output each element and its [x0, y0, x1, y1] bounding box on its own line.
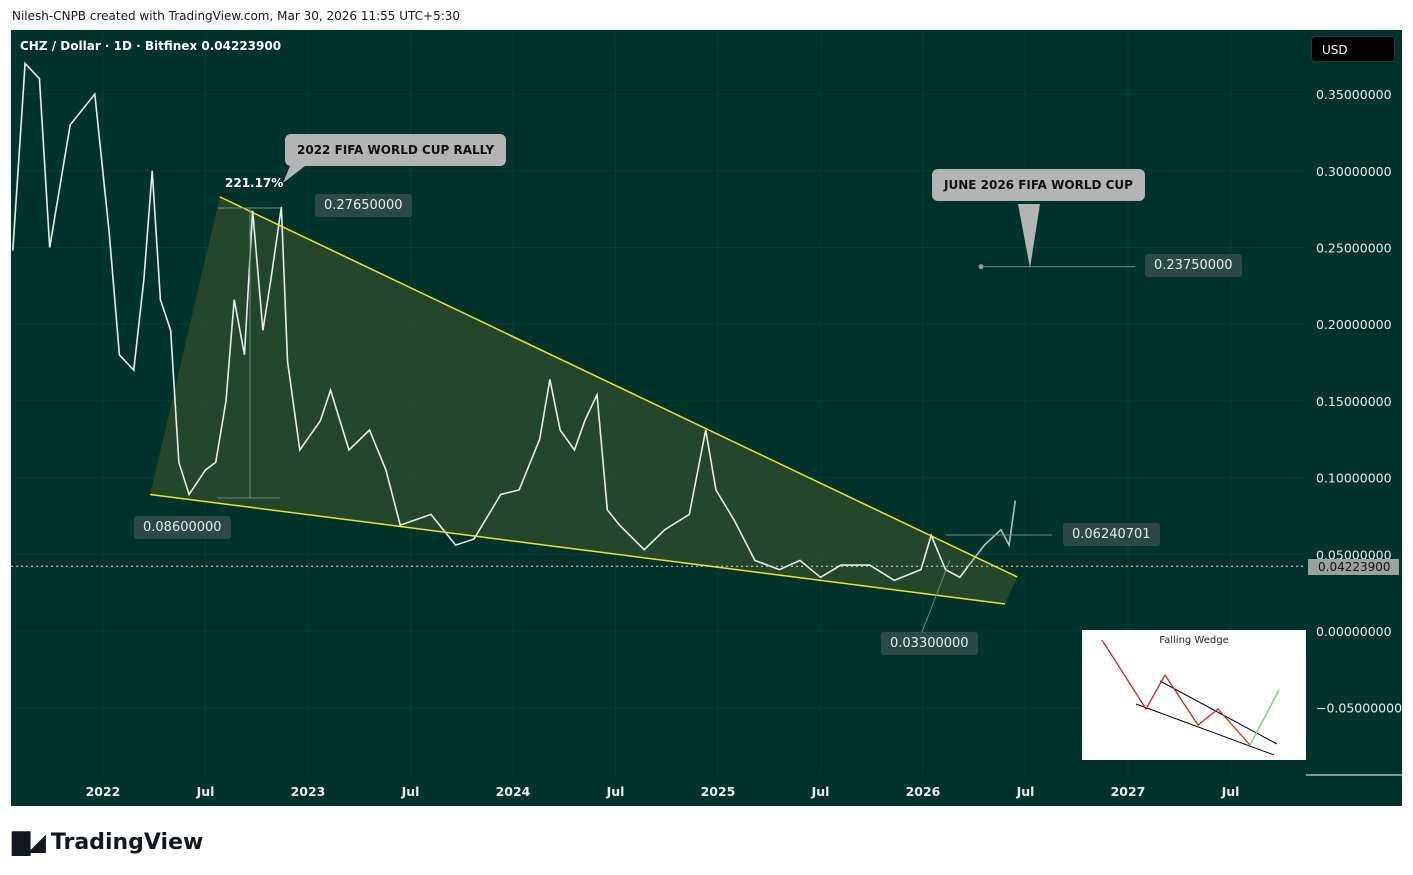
tradingview-logo-icon: ▇◢ — [12, 828, 46, 856]
callout-pointer-2026 — [1018, 204, 1040, 268]
inset-price-path — [1101, 639, 1251, 746]
x-tick-label: 2024 — [496, 784, 531, 799]
projection-line — [967, 500, 1017, 567]
y-tick-label: 0.15000000 — [1316, 394, 1392, 409]
callout-pointer-2022 — [283, 166, 305, 183]
callout-2026-world-cup: JUNE 2026 FIFA WORLD CUP — [932, 169, 1145, 201]
y-tick-label: 0.35000000 — [1316, 87, 1392, 102]
y-tick-label: 0.25000000 — [1316, 241, 1392, 256]
inset-lower-line — [1135, 703, 1275, 756]
price-label-target: 0.23750000 — [1145, 254, 1242, 277]
y-tick-label: 0.20000000 — [1316, 317, 1392, 332]
x-tick-label: 2023 — [291, 784, 326, 799]
price-label-high-2022: 0.27650000 — [315, 194, 412, 217]
wedge-upper-trendline — [219, 196, 1018, 578]
wedge-lower-trendline — [150, 493, 1006, 605]
price-label-low-2022: 0.08600000 — [134, 516, 231, 539]
x-tick-label: Jul — [1221, 784, 1240, 799]
percent-change-label: 221.17% — [225, 176, 284, 190]
inset-upper-line — [1159, 680, 1278, 745]
tradingview-logo[interactable]: ▇◢ TradingView — [12, 828, 203, 856]
inset-title: Falling Wedge — [1159, 635, 1229, 646]
symbol-info: CHZ / Dollar · 1D · Bitfinex 0.04223900 — [20, 39, 282, 53]
x-tick-label: Jul — [1016, 784, 1035, 799]
y-tick-label: 0.30000000 — [1316, 164, 1392, 179]
inset-breakout-arrow — [1249, 689, 1280, 746]
currency-selector[interactable]: USD — [1311, 36, 1395, 62]
target-point — [978, 264, 984, 270]
x-tick-label: 2027 — [1111, 784, 1146, 799]
x-tick-label: 2026 — [906, 784, 941, 799]
x-tick-label: Jul — [811, 784, 830, 799]
x-tick-label: 2022 — [86, 784, 121, 799]
price-label-low-2025: 0.03300000 — [881, 632, 978, 655]
wedge-fill — [150, 196, 1018, 605]
logo-text: TradingView — [50, 829, 204, 855]
y-tick-label: 0.10000000 — [1316, 471, 1392, 486]
x-tick-label: Jul — [196, 784, 215, 799]
low-2025-leader — [921, 559, 951, 633]
current-price-tag: 0.04223900 — [1308, 559, 1399, 575]
x-tick-label: 2025 — [701, 784, 736, 799]
x-tick-label: Jul — [401, 784, 420, 799]
y-tick-label: 0.05000000 — [1316, 547, 1392, 562]
x-tick-label: Jul — [606, 784, 625, 799]
chart-credit: Nilesh-CNPB created with TradingView.com… — [12, 9, 461, 23]
price-label-breakout: 0.06240701 — [1063, 523, 1160, 546]
wedge-diagram — [1101, 639, 1280, 756]
falling-wedge-inset: Falling Wedge — [1082, 630, 1306, 760]
y-tick-label: 0.00000000 — [1316, 624, 1392, 639]
y-tick-label: −0.05000000 — [1316, 701, 1402, 716]
callout-2022-rally: 2022 FIFA WORLD CUP RALLY — [285, 134, 507, 166]
